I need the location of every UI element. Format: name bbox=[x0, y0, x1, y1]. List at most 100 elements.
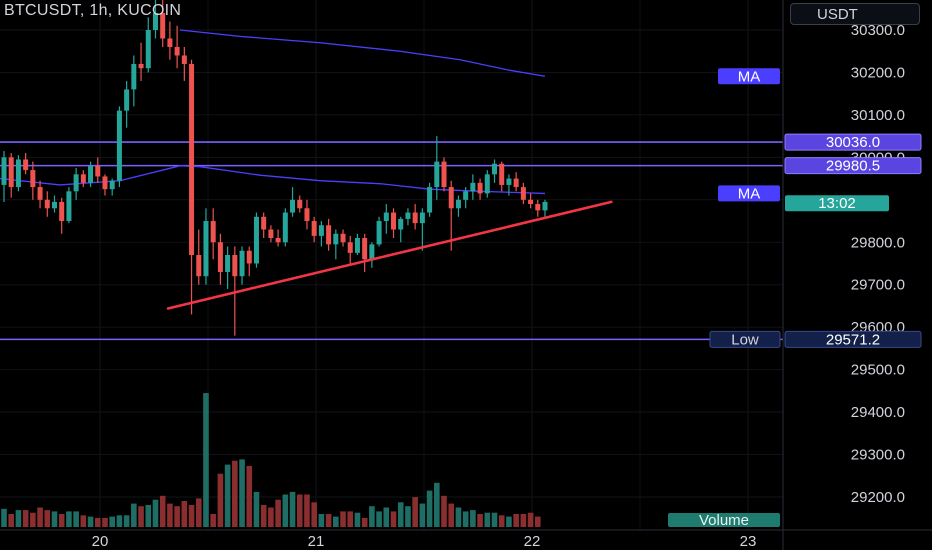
volume-bar bbox=[51, 511, 58, 527]
price-badge-label: Low bbox=[731, 331, 759, 348]
candle-body bbox=[174, 46, 180, 56]
volume-bar bbox=[181, 501, 188, 527]
candle-body bbox=[383, 212, 389, 222]
currency-button[interactable]: USDT bbox=[790, 3, 920, 25]
trendline bbox=[166, 200, 613, 310]
volume-bar bbox=[506, 516, 512, 527]
candle-body bbox=[246, 250, 252, 264]
volume-bar bbox=[513, 514, 519, 527]
volume-bar bbox=[275, 499, 281, 527]
volume-bar bbox=[470, 510, 476, 527]
candle-body bbox=[354, 238, 360, 253]
volume-bar bbox=[369, 506, 375, 527]
volume-bar bbox=[58, 514, 65, 527]
volume-bar bbox=[434, 482, 440, 527]
volume-label-badge bbox=[668, 513, 780, 527]
volume-bar bbox=[15, 510, 22, 527]
y-tick-label: 29300.0 bbox=[851, 447, 905, 464]
moving-averages bbox=[0, 29, 546, 195]
price-badge bbox=[718, 185, 780, 202]
candle-body bbox=[369, 244, 375, 260]
candle-body bbox=[217, 242, 223, 272]
price-badge-label: 29980.5 bbox=[826, 158, 880, 175]
volume-bar bbox=[203, 393, 209, 527]
volume-bar bbox=[268, 507, 274, 527]
volume-bar bbox=[340, 511, 346, 527]
volume-bar bbox=[311, 502, 317, 527]
x-tick-label: 20 bbox=[92, 533, 109, 550]
volume-bar bbox=[116, 515, 123, 527]
volume-bar bbox=[167, 503, 173, 527]
price-badge bbox=[784, 133, 922, 151]
volume-bar bbox=[289, 491, 296, 527]
candle-body bbox=[239, 250, 245, 277]
price-badge bbox=[784, 157, 922, 175]
volume-bars bbox=[1, 393, 541, 527]
volume-label: Volume bbox=[699, 512, 749, 529]
candle-body bbox=[124, 89, 130, 111]
chart-grid bbox=[0, 0, 783, 530]
volume-bar bbox=[195, 498, 202, 527]
candle-body bbox=[138, 63, 144, 69]
candle-body bbox=[318, 225, 324, 236]
candle-body bbox=[419, 212, 425, 224]
candle-body bbox=[44, 199, 50, 209]
volume-bar bbox=[73, 511, 79, 527]
candle-body bbox=[434, 161, 440, 188]
volume-bar bbox=[109, 516, 115, 527]
candle-body bbox=[66, 191, 72, 222]
candle-body bbox=[470, 182, 476, 192]
candle-body bbox=[427, 187, 433, 213]
price-badge bbox=[709, 330, 781, 348]
candle-body bbox=[268, 229, 274, 239]
volume-bar bbox=[405, 506, 411, 527]
volume-bar bbox=[102, 517, 108, 527]
y-tick-label: 29200.0 bbox=[851, 489, 905, 506]
volume-bar bbox=[347, 511, 354, 527]
candle-body bbox=[290, 199, 296, 213]
price-badge-label: MA bbox=[738, 68, 761, 85]
volume-bar bbox=[159, 495, 166, 527]
candle-body bbox=[210, 221, 216, 243]
volume-bar bbox=[282, 494, 289, 527]
candle-body bbox=[441, 161, 447, 188]
candle-body bbox=[145, 30, 151, 69]
volume-bar bbox=[1, 508, 7, 527]
volume-bar bbox=[80, 515, 87, 527]
volume-bar bbox=[188, 504, 195, 527]
candle-body bbox=[109, 180, 115, 190]
volume-bar bbox=[174, 506, 180, 527]
volume-bar bbox=[260, 504, 267, 527]
candle-body bbox=[347, 242, 353, 253]
volume-bar bbox=[491, 512, 498, 527]
volume-bar bbox=[412, 497, 418, 527]
candle-body bbox=[326, 225, 332, 245]
volume-bar bbox=[22, 510, 29, 527]
symbol-title: BTCUSDT, 1h, KUCOIN bbox=[4, 2, 182, 19]
candle-body bbox=[152, 13, 158, 30]
ma-line-fast bbox=[0, 165, 546, 195]
candle-body bbox=[333, 233, 339, 245]
candle-body bbox=[362, 238, 368, 260]
volume-bar bbox=[44, 510, 51, 527]
candle-body bbox=[535, 204, 541, 211]
candle-body bbox=[37, 187, 43, 200]
candle-body bbox=[95, 165, 101, 177]
candle-body bbox=[311, 221, 317, 236]
candle-body bbox=[261, 216, 267, 230]
candlesticks bbox=[1, 0, 548, 336]
x-tick-label: 22 bbox=[524, 533, 541, 550]
volume-bar bbox=[152, 499, 159, 527]
y-tick-label: 29700.0 bbox=[851, 277, 905, 294]
candle-body bbox=[59, 201, 65, 222]
volume-bar bbox=[376, 511, 382, 527]
volume-bar bbox=[477, 514, 483, 527]
volume-bar bbox=[224, 464, 231, 527]
volume-bar bbox=[8, 514, 15, 527]
price-badges: MA MA 30036.0 29980.5 13:02 Low 29571.2 Volume bbox=[668, 68, 922, 529]
volume-bar bbox=[419, 503, 426, 527]
volume-bar bbox=[87, 516, 94, 527]
volume-bar bbox=[66, 511, 72, 527]
candle-body bbox=[455, 199, 461, 209]
